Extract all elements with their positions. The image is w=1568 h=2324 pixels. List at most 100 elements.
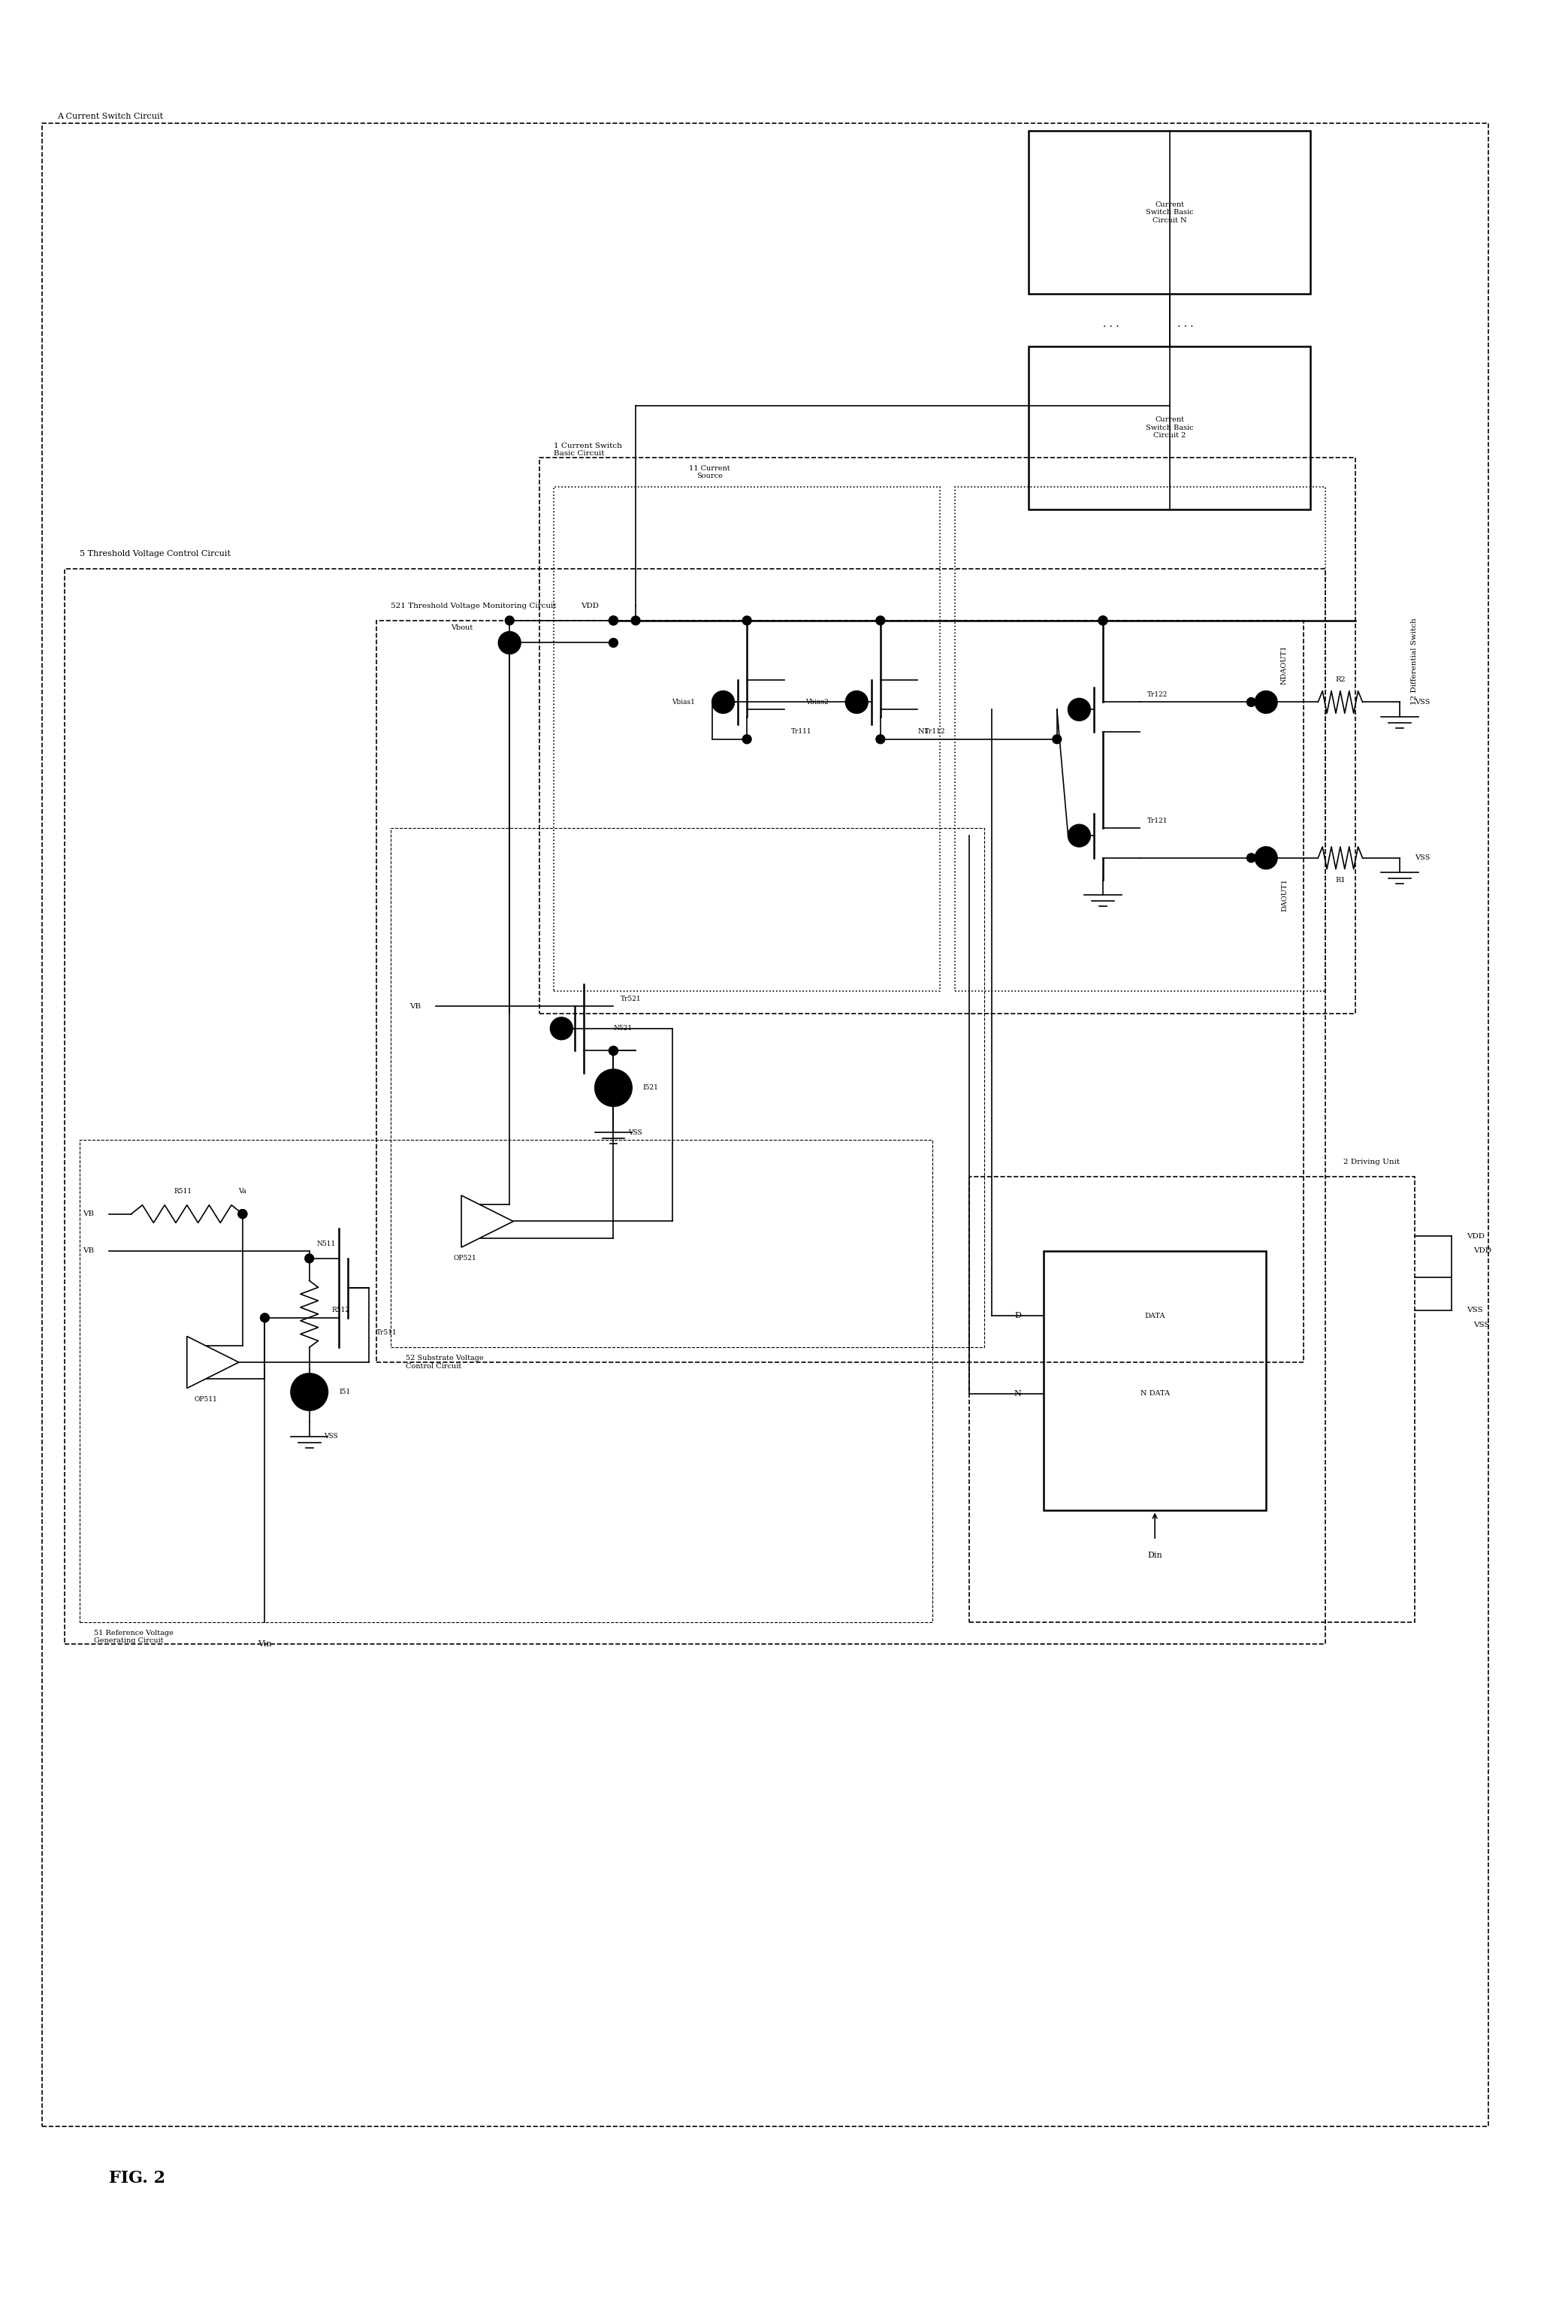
- Text: 5 Threshold Voltage Control Circuit: 5 Threshold Voltage Control Circuit: [80, 551, 230, 558]
- Circle shape: [238, 1208, 248, 1218]
- Circle shape: [608, 639, 618, 646]
- Bar: [955, 488, 1325, 992]
- Text: Din: Din: [1148, 1552, 1162, 1559]
- Text: . . .: . . .: [1102, 318, 1120, 330]
- Text: −: −: [199, 1369, 205, 1376]
- Bar: [1029, 346, 1311, 509]
- Text: Current
Switch Basic
Circuit N: Current Switch Basic Circuit N: [1146, 202, 1193, 223]
- Text: FIG. 2: FIG. 2: [110, 2171, 166, 2187]
- Circle shape: [743, 616, 751, 625]
- Circle shape: [1068, 700, 1090, 720]
- Bar: [376, 621, 1303, 1362]
- Text: VDD: VDD: [580, 602, 599, 609]
- Text: NDAOUT1: NDAOUT1: [1281, 646, 1287, 686]
- Bar: [390, 827, 985, 1348]
- Circle shape: [1247, 853, 1256, 862]
- Text: VSS: VSS: [1474, 1322, 1490, 1329]
- Text: R2: R2: [1336, 676, 1345, 683]
- Text: Vin: Vin: [257, 1641, 271, 1648]
- Text: 11 Current
Source: 11 Current Source: [690, 465, 731, 479]
- Text: D: D: [1014, 1313, 1021, 1320]
- Text: VDD: VDD: [1466, 1232, 1485, 1239]
- Circle shape: [608, 1046, 618, 1055]
- Text: Tr112: Tr112: [925, 727, 946, 734]
- Circle shape: [260, 1313, 270, 1322]
- Text: +: +: [199, 1350, 205, 1357]
- Text: 51 Reference Voltage
Generating Circuit: 51 Reference Voltage Generating Circuit: [94, 1629, 174, 1643]
- Bar: [1044, 1250, 1265, 1511]
- Circle shape: [1099, 616, 1107, 625]
- Text: N511: N511: [317, 1241, 336, 1248]
- Text: OP511: OP511: [194, 1397, 216, 1404]
- Text: A Current Switch Circuit: A Current Switch Circuit: [56, 112, 163, 121]
- Text: +: +: [474, 1208, 480, 1215]
- Text: Vbias1: Vbias1: [671, 700, 695, 706]
- Text: Tr122: Tr122: [1148, 690, 1168, 697]
- Circle shape: [505, 616, 514, 625]
- Text: Tr111: Tr111: [792, 727, 812, 734]
- Text: DATA: DATA: [1145, 1313, 1165, 1320]
- Text: Va: Va: [238, 1188, 246, 1195]
- Text: N1: N1: [917, 727, 928, 734]
- Bar: [80, 1139, 933, 1622]
- Text: VSS: VSS: [629, 1129, 643, 1136]
- Circle shape: [877, 616, 884, 625]
- Text: . . .: . . .: [1178, 318, 1193, 330]
- Text: I51: I51: [339, 1387, 350, 1394]
- Bar: [64, 569, 1325, 1643]
- Text: N DATA: N DATA: [1140, 1390, 1170, 1397]
- Polygon shape: [461, 1195, 513, 1248]
- Circle shape: [608, 616, 618, 625]
- Text: Vbout: Vbout: [450, 625, 472, 632]
- Text: Current
Switch Basic
Circuit 2: Current Switch Basic Circuit 2: [1146, 416, 1193, 439]
- Text: 12 Differential Switch: 12 Differential Switch: [1411, 618, 1417, 704]
- Bar: [539, 458, 1355, 1013]
- Text: Tr511: Tr511: [376, 1329, 397, 1336]
- Text: VSS: VSS: [1466, 1306, 1483, 1313]
- Circle shape: [608, 616, 618, 625]
- Text: N521: N521: [613, 1025, 632, 1032]
- Text: R1: R1: [1336, 876, 1345, 883]
- Bar: [42, 123, 1488, 2126]
- Text: I521: I521: [643, 1085, 659, 1092]
- Text: VB: VB: [83, 1248, 94, 1255]
- Text: Vbias2: Vbias2: [806, 700, 828, 706]
- Text: Tr521: Tr521: [621, 995, 641, 1002]
- Text: 1 Current Switch
Basic Circuit: 1 Current Switch Basic Circuit: [554, 442, 622, 458]
- Circle shape: [499, 632, 521, 653]
- Text: 52 Substrate Voltage
Control Circuit: 52 Substrate Voltage Control Circuit: [406, 1355, 483, 1369]
- Polygon shape: [187, 1336, 238, 1387]
- Text: Tr121: Tr121: [1148, 818, 1168, 825]
- Circle shape: [505, 639, 514, 646]
- Circle shape: [877, 734, 884, 744]
- Circle shape: [1254, 690, 1278, 713]
- Text: 521 Threshold Voltage Monitoring Circuit: 521 Threshold Voltage Monitoring Circuit: [390, 602, 557, 609]
- Circle shape: [743, 734, 751, 744]
- Text: DAOUT1: DAOUT1: [1281, 878, 1287, 911]
- Text: N: N: [1014, 1390, 1021, 1397]
- Text: VB: VB: [83, 1211, 94, 1218]
- Text: VSS: VSS: [325, 1434, 339, 1441]
- Circle shape: [712, 690, 734, 713]
- Circle shape: [290, 1373, 328, 1411]
- Circle shape: [1247, 697, 1256, 706]
- Text: R511: R511: [174, 1188, 193, 1195]
- Text: R512: R512: [331, 1306, 350, 1313]
- Circle shape: [845, 690, 867, 713]
- Circle shape: [1099, 616, 1107, 625]
- Text: OP521: OP521: [453, 1255, 477, 1262]
- Bar: [554, 488, 939, 992]
- Text: VB: VB: [409, 1004, 420, 1009]
- Text: −: −: [474, 1227, 480, 1234]
- Text: VSS: VSS: [1414, 700, 1430, 706]
- Circle shape: [304, 1255, 314, 1262]
- Text: VSS: VSS: [1414, 855, 1430, 862]
- Circle shape: [1052, 734, 1062, 744]
- Circle shape: [550, 1018, 572, 1039]
- Bar: [969, 1176, 1414, 1622]
- Circle shape: [238, 1208, 248, 1218]
- Circle shape: [1068, 825, 1090, 846]
- Circle shape: [1254, 846, 1278, 869]
- Circle shape: [594, 1069, 632, 1106]
- Circle shape: [632, 616, 640, 625]
